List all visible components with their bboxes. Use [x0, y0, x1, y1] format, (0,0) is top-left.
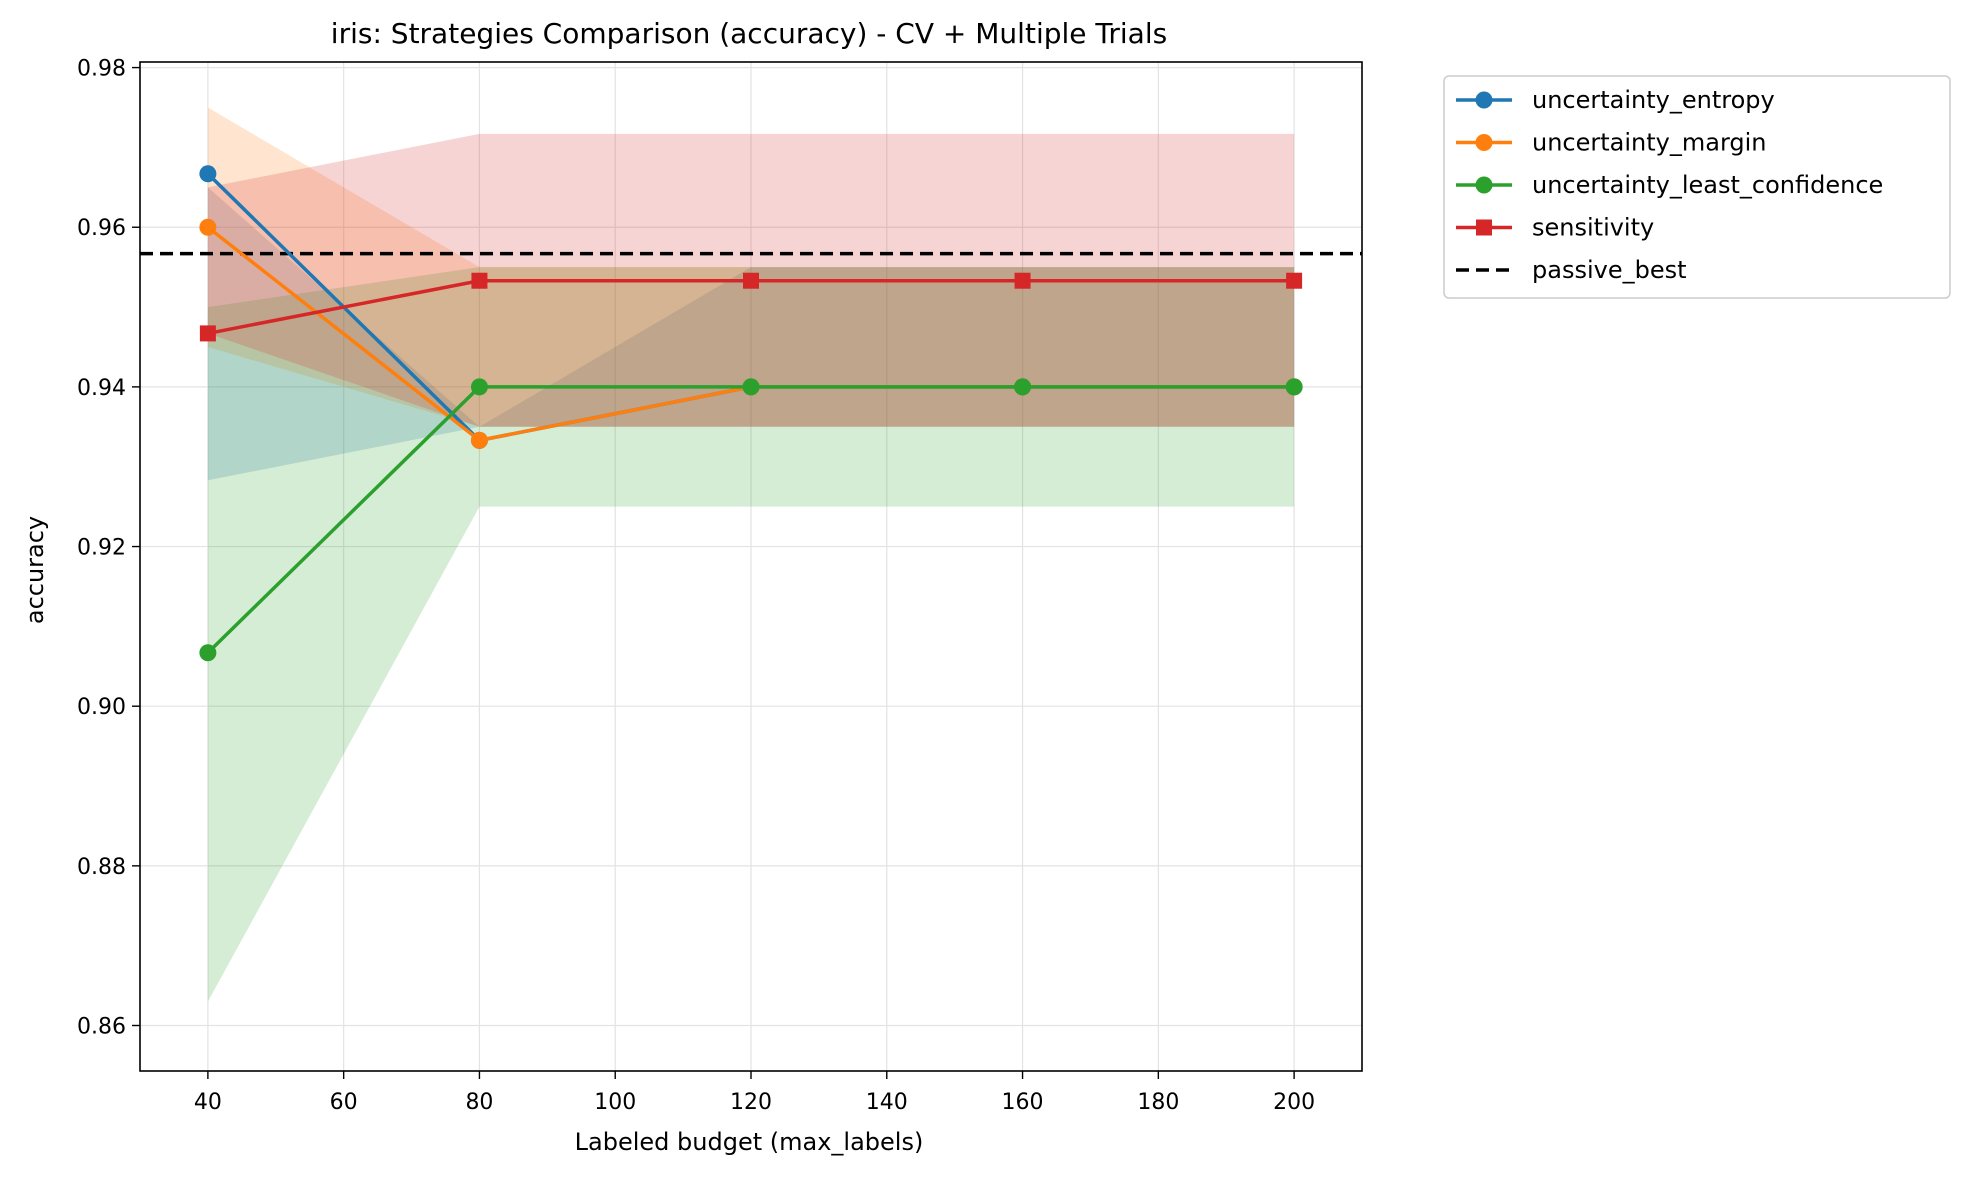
x-tick-label: 60: [330, 1090, 358, 1115]
y-tick-label: 0.98: [77, 57, 126, 82]
point-uncertainty_least_confidence: [199, 644, 217, 662]
point-uncertainty_least_confidence: [470, 378, 488, 396]
point-uncertainty_margin: [199, 218, 217, 236]
point-uncertainty_least_confidence: [1014, 378, 1032, 396]
x-axis-ticks: 40 60 80 100 120 140 160 180 200: [194, 1071, 1315, 1115]
x-tick-label: 120: [730, 1090, 772, 1115]
point-sensitivity: [1286, 272, 1303, 289]
point-sensitivity: [199, 325, 216, 342]
legend-label-uncertainty_margin: uncertainty_margin: [1532, 129, 1767, 157]
y-tick-label: 0.90: [77, 695, 126, 720]
y-tick-label: 0.94: [77, 376, 126, 401]
x-tick-label: 140: [866, 1090, 908, 1115]
legend-marker-uncertainty_entropy: [1475, 91, 1493, 109]
point-uncertainty_entropy: [199, 165, 217, 183]
band-uncertainty_margin: [207, 107, 1295, 427]
x-axis-label: Labeled budget (max_labels): [575, 1128, 924, 1156]
series-lines: [199, 165, 1303, 662]
y-tick-label: 0.86: [77, 1014, 126, 1039]
x-tick-label: 80: [465, 1090, 493, 1115]
y-axis-ticks: 0.86 0.88 0.90 0.92 0.94 0.96 0.98: [77, 57, 140, 1039]
legend-marker-uncertainty_margin: [1475, 134, 1493, 151]
legend-label-sensitivity: sensitivity: [1532, 214, 1654, 242]
legend: uncertainty_entropy uncertainty_marginunc…: [1443, 75, 1951, 299]
legend-marker-sensitivity: [1476, 219, 1492, 236]
point-uncertainty_least_confidence: [1285, 378, 1303, 396]
band-uncertainty_least_confidence: [207, 267, 1295, 1002]
y-tick-label: 0.88: [77, 855, 126, 880]
point-uncertainty_margin: [470, 431, 488, 449]
point-sensitivity: [743, 272, 759, 289]
band-uncertainty_entropy: [207, 187, 1295, 481]
point-sensitivity: [471, 272, 488, 289]
legend-box: [1443, 75, 1951, 299]
point-sensitivity: [1014, 272, 1031, 289]
legend-label-uncertainty_least_confidence: uncertainty_least_confidence: [1532, 171, 1883, 199]
chart-title: iris: Strategies Comparison (accuracy) -…: [331, 17, 1167, 50]
x-tick-label: 40: [194, 1090, 222, 1115]
x-tick-label: 180: [1137, 1090, 1179, 1115]
series-sensitivity: [199, 272, 1303, 342]
series-uncertainty_least_confidence: [199, 378, 1303, 662]
point-uncertainty_least_confidence: [742, 378, 760, 396]
y-tick-label: 0.96: [77, 216, 126, 241]
x-tick-label: 100: [594, 1090, 636, 1115]
x-tick-label: 200: [1273, 1090, 1315, 1115]
legend-label-uncertainty_entropy: uncertainty_entropy: [1532, 86, 1775, 114]
legend-label-passive_best: passive_best: [1532, 256, 1687, 284]
x-tick-label: 160: [1002, 1090, 1044, 1115]
y-axis-label: accuracy: [21, 516, 49, 624]
y-tick-label: 0.92: [77, 536, 126, 561]
legend-marker-uncertainty_least_confidence: [1475, 176, 1493, 194]
